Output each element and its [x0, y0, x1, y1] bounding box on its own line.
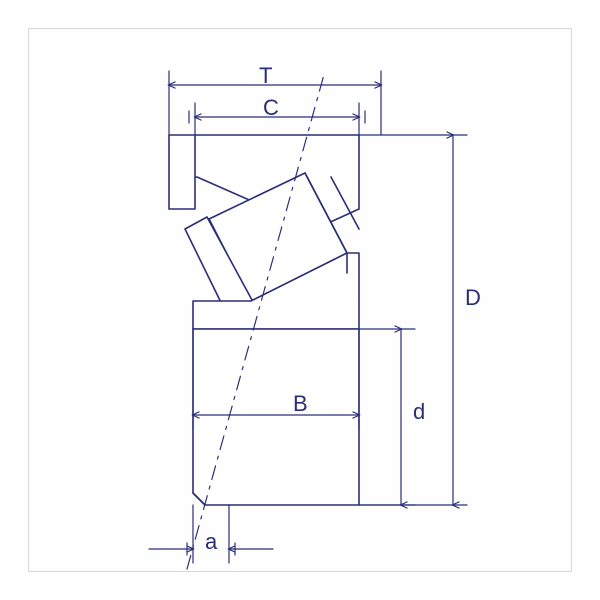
shaft-block — [193, 329, 359, 505]
label-D: D — [465, 285, 481, 311]
label-d: d — [413, 399, 425, 425]
label-B: B — [293, 391, 308, 417]
dim-D — [359, 135, 467, 505]
bearing-section — [169, 135, 359, 505]
label-a: a — [205, 529, 217, 555]
dim-d — [359, 329, 415, 505]
diagram-frame: T C B D d a — [28, 28, 572, 572]
label-T: T — [259, 63, 272, 89]
bearing-diagram — [29, 29, 573, 573]
label-C: C — [263, 95, 279, 121]
